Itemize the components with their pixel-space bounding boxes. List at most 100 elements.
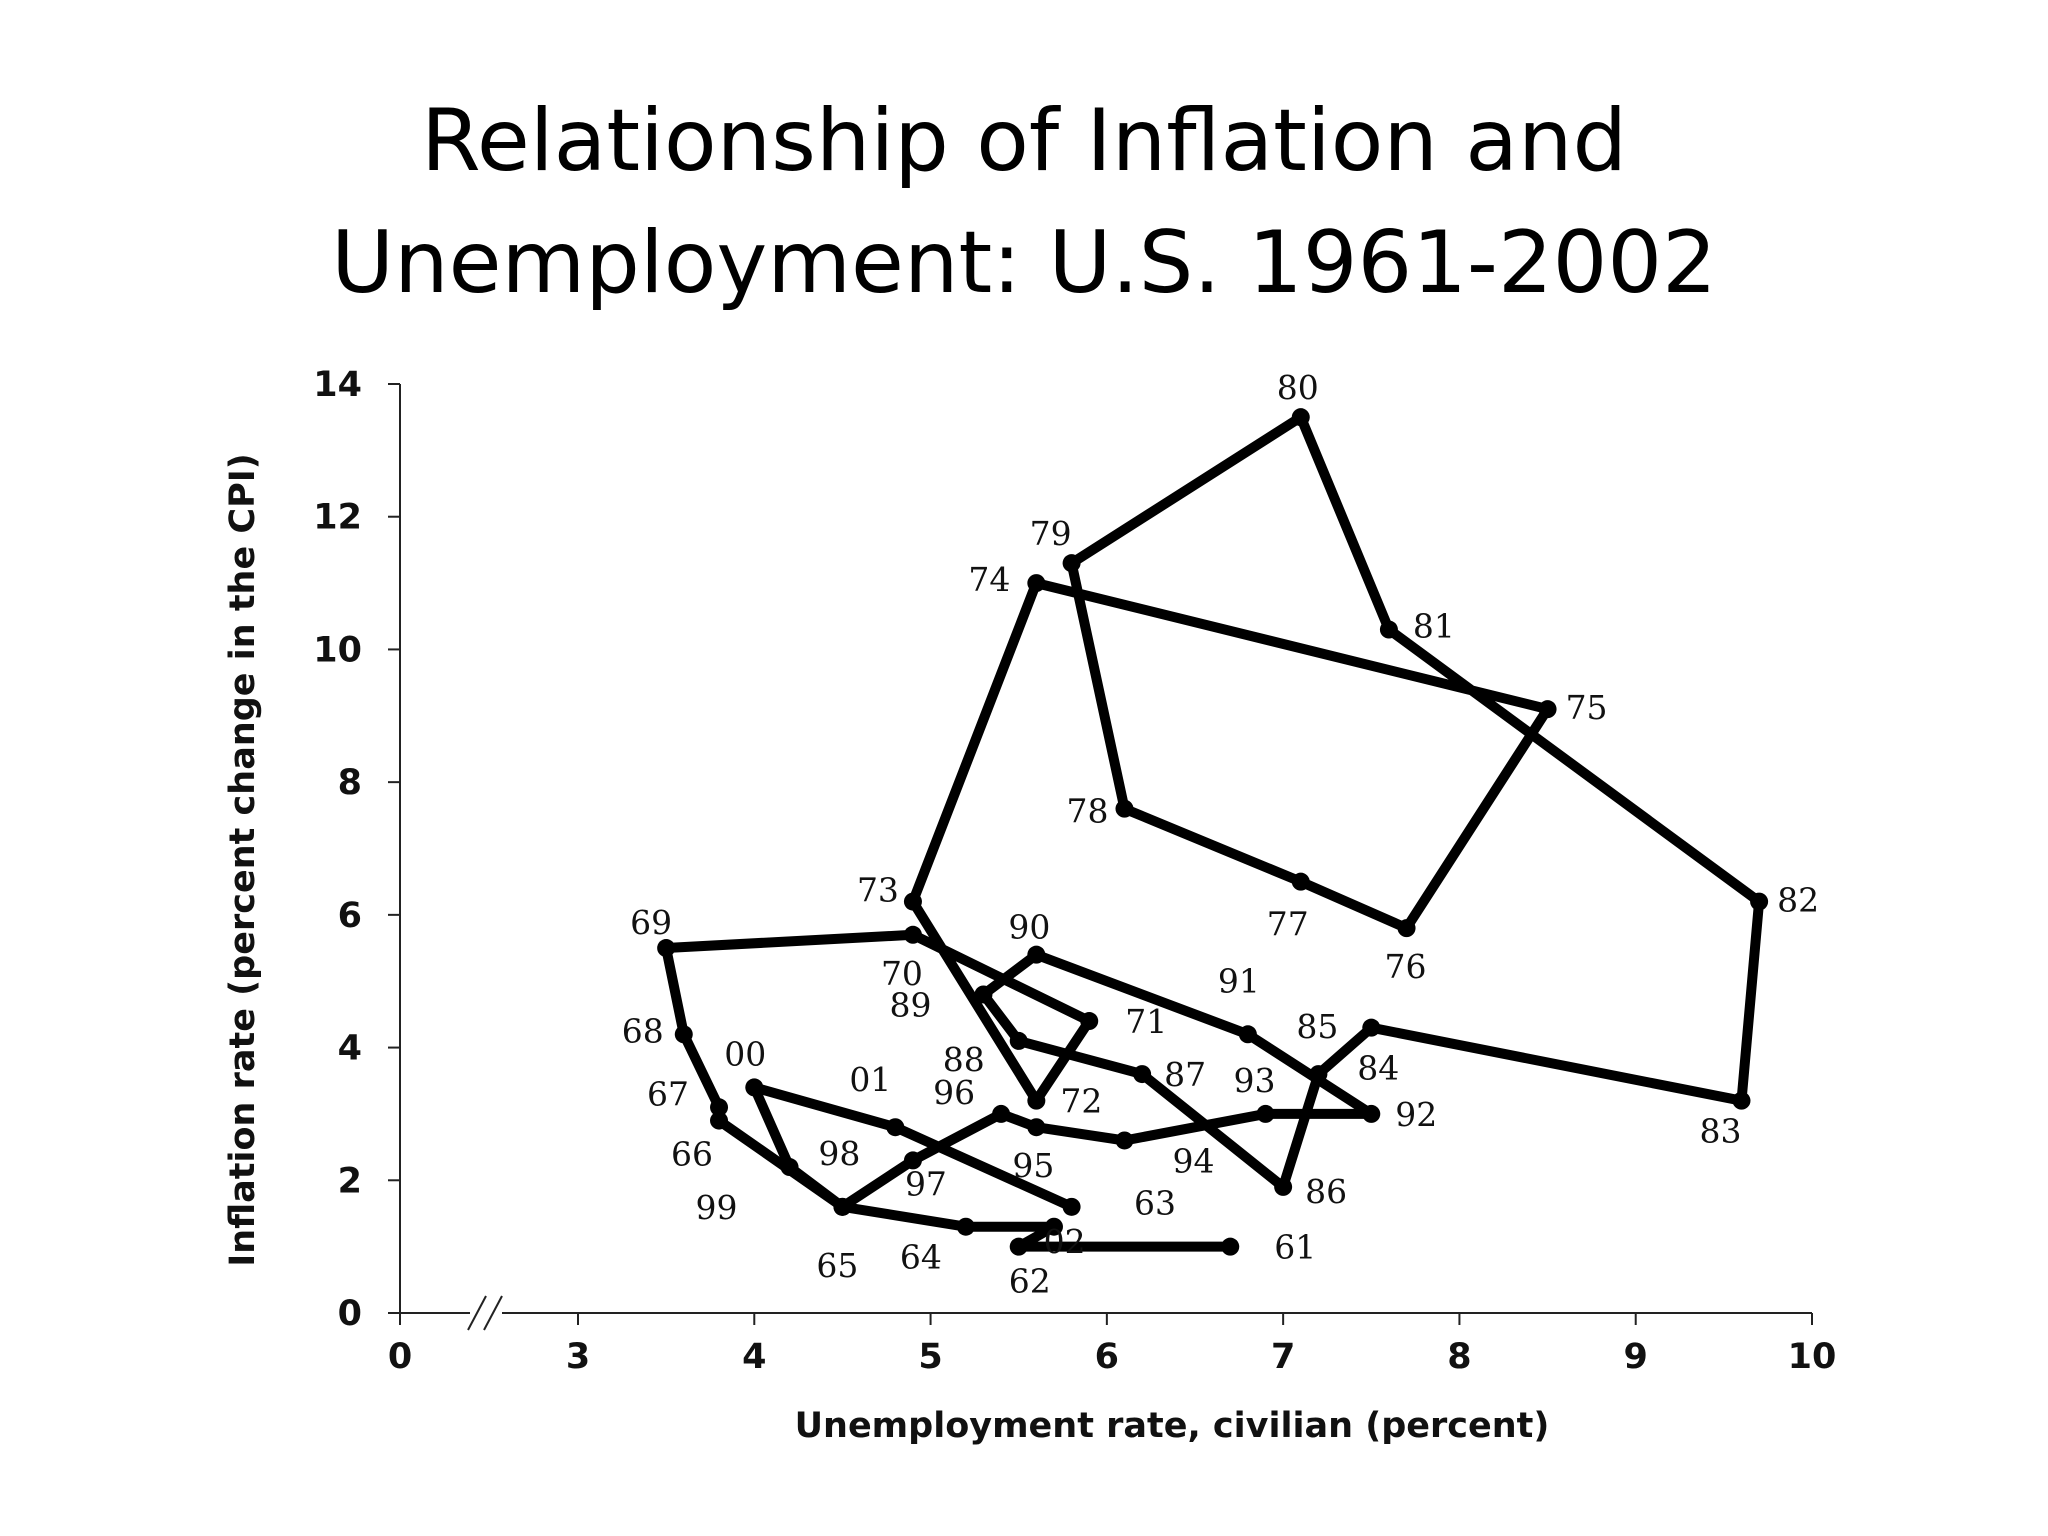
data-point-90 <box>1027 945 1046 964</box>
data-label-79: 79 <box>1030 514 1072 553</box>
data-point-71 <box>1080 1012 1099 1031</box>
data-point-68 <box>674 1025 693 1044</box>
data-label-72: 72 <box>1060 1082 1102 1121</box>
axis-break-mark-1 <box>467 1295 487 1331</box>
x-tick-label: 8 <box>1447 1337 1471 1377</box>
data-point-84 <box>1362 1018 1381 1037</box>
data-label-98: 98 <box>818 1134 860 1173</box>
data-point-98 <box>833 1197 852 1216</box>
data-point-73 <box>903 892 922 911</box>
data-point-74 <box>1027 574 1046 593</box>
y-tick-label: 0 <box>338 1294 362 1334</box>
data-point-66 <box>710 1111 729 1130</box>
data-label-74: 74 <box>968 560 1010 599</box>
data-label-84: 84 <box>1357 1049 1399 1088</box>
data-point-95 <box>1027 1118 1046 1137</box>
slide-title: Relationship of Inflation and Unemployme… <box>0 80 2048 324</box>
data-label-85: 85 <box>1296 1007 1338 1046</box>
data-point-82 <box>1750 892 1769 911</box>
data-label-77: 77 <box>1267 905 1309 944</box>
data-point-02 <box>1062 1197 1081 1216</box>
data-point-69 <box>657 939 676 958</box>
y-tick-label: 2 <box>338 1161 362 1201</box>
y-tick-label: 4 <box>338 1029 362 1069</box>
data-point-61 <box>1221 1237 1240 1256</box>
data-label-83: 83 <box>1699 1112 1741 1151</box>
data-label-70: 70 <box>881 954 923 993</box>
data-point-75 <box>1538 700 1557 719</box>
data-point-78 <box>1115 799 1134 818</box>
data-point-97 <box>903 1151 922 1170</box>
data-label-01: 01 <box>849 1060 891 1099</box>
data-point-00 <box>745 1078 764 1097</box>
x-tick-label: 6 <box>1095 1337 1119 1377</box>
data-point-96 <box>992 1104 1011 1123</box>
data-label-82: 82 <box>1777 881 1819 920</box>
data-label-96: 96 <box>933 1073 975 1112</box>
data-label-81: 81 <box>1413 607 1455 646</box>
data-label-89: 89 <box>889 985 931 1024</box>
data-point-01 <box>886 1118 905 1137</box>
data-label-67: 67 <box>647 1074 689 1113</box>
data-point-79 <box>1062 554 1081 573</box>
data-label-64: 64 <box>900 1238 942 1277</box>
slide-title-line-2: Unemployment: U.S. 1961-2002 <box>331 213 1717 313</box>
data-label-69: 69 <box>630 903 672 942</box>
data-label-66: 66 <box>671 1135 713 1174</box>
y-tick-label: 14 <box>313 365 362 405</box>
data-point-70 <box>903 925 922 944</box>
data-point-88 <box>1009 1031 1028 1050</box>
data-label-65: 65 <box>816 1246 858 1285</box>
data-point-63 <box>1044 1217 1063 1236</box>
data-point-77 <box>1291 872 1310 891</box>
data-point-86 <box>1274 1177 1293 1196</box>
data-label-97: 97 <box>905 1164 947 1203</box>
data-label-93: 93 <box>1234 1061 1276 1100</box>
data-point-81 <box>1379 620 1398 639</box>
data-label-75: 75 <box>1566 688 1608 727</box>
data-label-73: 73 <box>857 871 899 910</box>
data-label-62: 62 <box>1009 1262 1051 1301</box>
data-label-91: 91 <box>1218 961 1260 1000</box>
data-label-94: 94 <box>1172 1141 1214 1180</box>
data-label-02: 02 <box>1044 1222 1086 1261</box>
data-label-88: 88 <box>943 1040 985 1079</box>
data-point-64 <box>956 1217 975 1236</box>
data-label-87: 87 <box>1164 1055 1206 1094</box>
x-tick-label: 3 <box>566 1337 590 1377</box>
data-point-93 <box>1256 1104 1275 1123</box>
data-label-92: 92 <box>1395 1095 1437 1134</box>
data-point-80 <box>1291 408 1310 427</box>
data-label-95: 95 <box>1012 1146 1054 1185</box>
data-label-00: 00 <box>724 1034 766 1073</box>
series-line <box>661 412 1765 1252</box>
data-point-72 <box>1027 1091 1046 1110</box>
x-tick-label: 7 <box>1271 1337 1295 1377</box>
data-point-76 <box>1397 919 1416 938</box>
data-point-85 <box>1309 1065 1328 1084</box>
data-point-89 <box>974 985 993 1004</box>
x-tick-label: 5 <box>918 1337 942 1377</box>
x-tick-label: 0 <box>388 1337 412 1377</box>
data-point-62 <box>1009 1237 1028 1256</box>
data-label-78: 78 <box>1066 792 1108 831</box>
data-point-94 <box>1115 1131 1134 1150</box>
data-label-86: 86 <box>1305 1172 1347 1211</box>
data-point-99 <box>780 1158 799 1177</box>
x-tick-label: 4 <box>742 1337 766 1377</box>
data-points <box>657 408 1769 1256</box>
data-label-71: 71 <box>1125 1002 1167 1041</box>
y-tick-label: 6 <box>338 896 362 936</box>
data-label-90: 90 <box>1008 908 1050 947</box>
data-point-91 <box>1238 1025 1257 1044</box>
x-tick-label: 9 <box>1624 1337 1648 1377</box>
y-tick-label: 12 <box>313 498 362 538</box>
data-label-76: 76 <box>1385 947 1427 986</box>
y-tick-label: 10 <box>313 630 362 670</box>
data-label-63: 63 <box>1134 1184 1176 1223</box>
slide-title-line-1: Relationship of Inflation and <box>420 91 1628 191</box>
data-label-68: 68 <box>622 1011 664 1050</box>
data-point-87 <box>1133 1065 1152 1084</box>
